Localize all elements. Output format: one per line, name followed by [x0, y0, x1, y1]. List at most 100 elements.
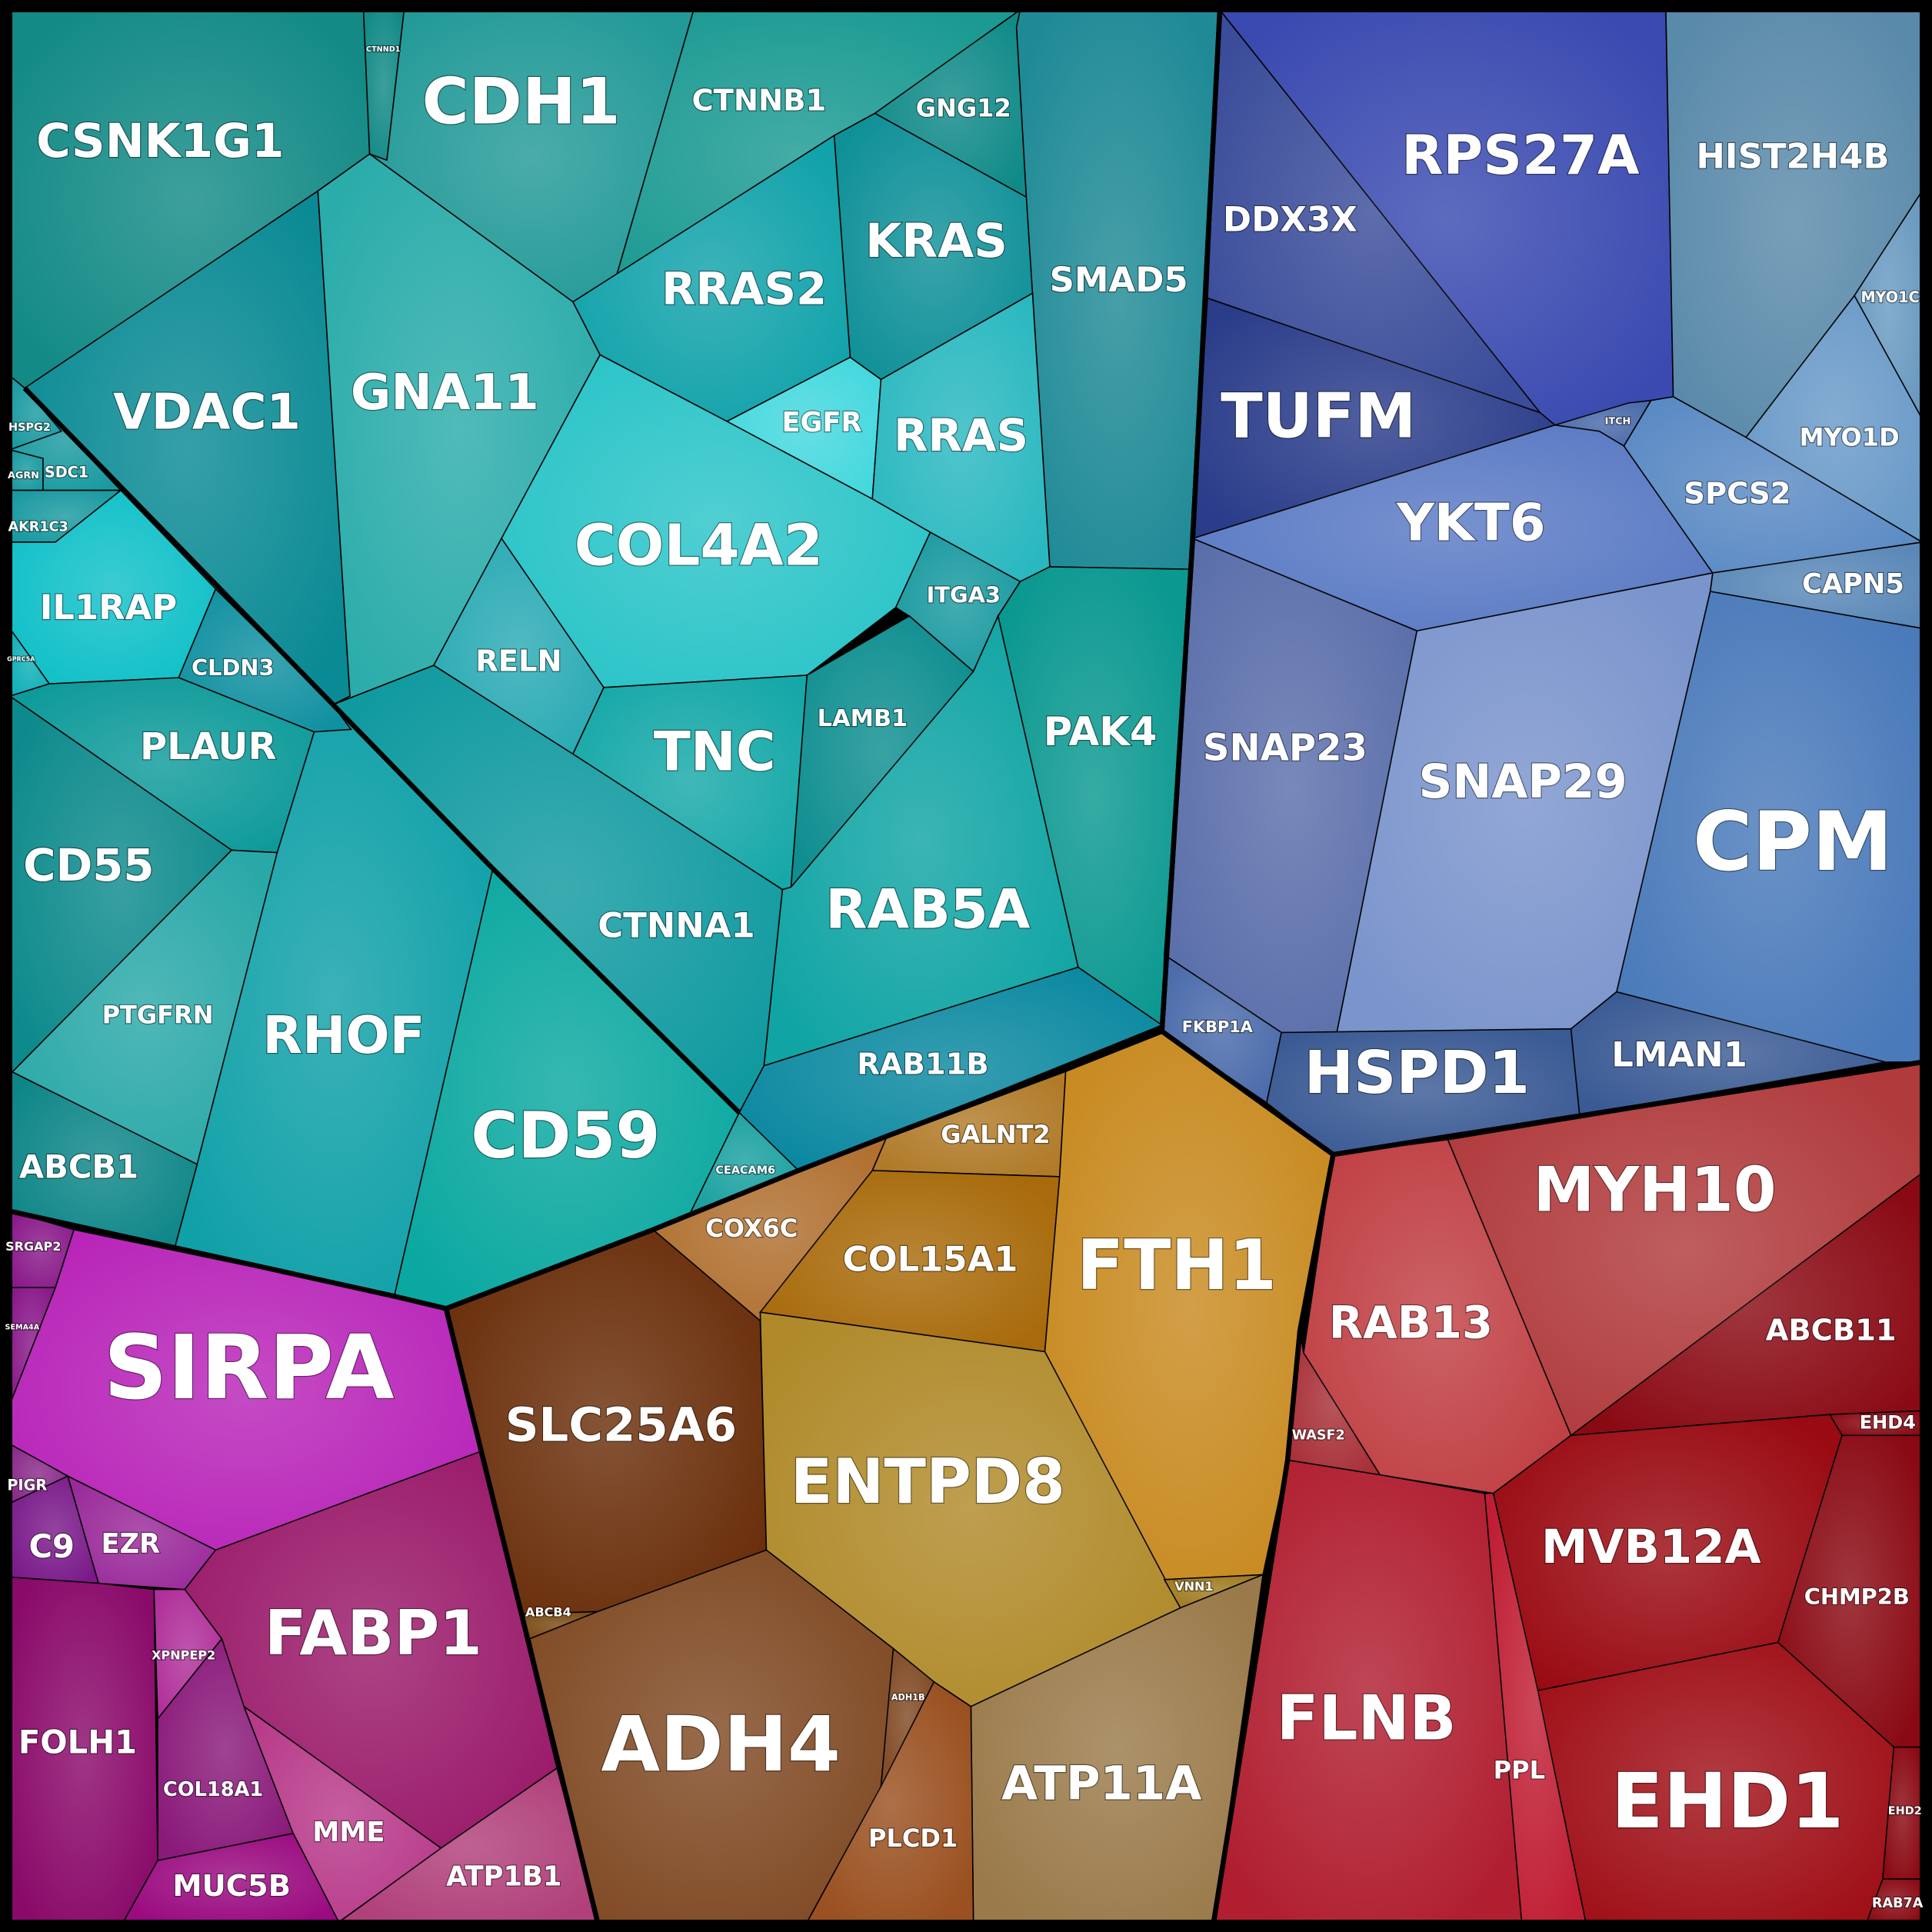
cell-shine: [1164, 1574, 1264, 1608]
cell-shine: [123, 1833, 339, 1923]
cell-shine: [9, 375, 62, 450]
cell-shine: [1882, 1747, 1923, 1880]
cell-label: CPM: [1693, 794, 1893, 889]
cell-label: PAK4: [1044, 709, 1158, 755]
cell-label: CSNK1G1: [36, 114, 284, 168]
cell-label: CD55: [23, 839, 154, 891]
cell-shine: [1537, 1642, 1894, 1923]
cell-shine: [807, 1681, 974, 1923]
cell-label: SRGAP2: [5, 1239, 61, 1254]
cell-label: RELN: [475, 644, 562, 678]
cell-shine: [834, 113, 1033, 380]
cell-label: PLAUR: [140, 725, 277, 768]
cell-shine: [1746, 295, 1923, 542]
cell-shine: [175, 705, 493, 1297]
cell-label: EZR: [101, 1528, 160, 1560]
cell-shine: [727, 357, 881, 499]
cell-label: RPS27A: [1401, 124, 1640, 187]
cell-shine: [872, 293, 1050, 582]
cell-shine: [1447, 1061, 1923, 1436]
cell-shine: [178, 588, 351, 732]
cell-label: DDX3X: [1223, 198, 1357, 239]
cell-shine: [433, 538, 604, 754]
cell-label: FKBP1A: [1182, 1018, 1253, 1036]
cell-label: RAB7A: [1872, 1896, 1924, 1911]
cell-shine: [739, 967, 1162, 1171]
cell-shine: [9, 1211, 75, 1288]
cell-label: MYO1C: [1860, 288, 1919, 306]
cell-label: LAMB1: [818, 705, 908, 732]
cell-shine: [572, 675, 808, 890]
subgroup-border: [22, 386, 495, 871]
cell-label: SPCS2: [1684, 477, 1790, 511]
cell-label: FABP1: [265, 1597, 482, 1669]
cell-label: CTNNB1: [691, 83, 826, 118]
cell-shine: [1192, 425, 1713, 631]
cell-label: ATP11A: [1001, 1757, 1201, 1811]
cell-label: GALNT2: [941, 1120, 1050, 1149]
cell-shine: [1303, 1139, 1571, 1494]
cell-label: COL18A1: [163, 1778, 263, 1801]
cell-shine: [1016, 9, 1221, 570]
cell-shine: [690, 1112, 799, 1214]
cell-label: VDAC1: [113, 384, 301, 441]
cell-shine: [881, 1648, 934, 1787]
cell-shine: [1208, 9, 1541, 413]
cell-shine: [25, 191, 350, 705]
cell-shine: [1624, 396, 1923, 573]
cell-label: PTGFRN: [102, 1001, 214, 1030]
cell-label: FOLH1: [18, 1723, 137, 1760]
cell-label: ADH4: [601, 1700, 841, 1789]
cell-label: EHD1: [1611, 1757, 1844, 1846]
cell-shine: [1665, 9, 1923, 438]
cell-label: WASF2: [1292, 1427, 1345, 1443]
cell-label: ITCH: [1605, 415, 1631, 427]
cell-shine: [9, 388, 121, 491]
cell-shine: [9, 678, 315, 853]
cell-shine: [154, 1589, 222, 1719]
cell-shine: [1777, 1435, 1923, 1747]
cell-label: FTH1: [1077, 1226, 1277, 1306]
cell-shine: [1710, 541, 1923, 629]
cell-shine: [332, 665, 783, 1113]
cell-label: PPL: [1494, 1756, 1545, 1785]
cell-shine: [1337, 572, 1713, 1033]
cell-shine: [895, 532, 1021, 672]
cell-label: C9: [29, 1527, 75, 1565]
cell-label: MME: [312, 1817, 385, 1848]
cell-label: CAPN5: [1802, 568, 1904, 600]
cell-shine: [572, 135, 851, 421]
cell-shine: [369, 9, 694, 302]
cell-label: HIST2H4B: [1696, 136, 1889, 177]
cell-shine: [1192, 298, 1555, 539]
cell-shine: [971, 1574, 1264, 1923]
cell-shine: [653, 1136, 888, 1321]
cell-shine: [1830, 1411, 1923, 1436]
cell-shine: [1164, 538, 1417, 1033]
cell-label: EHD2: [1888, 1805, 1922, 1817]
cell-shine: [9, 696, 232, 1072]
cell-label: PLCD1: [868, 1824, 958, 1853]
cell-label: ITGA3: [927, 581, 1001, 608]
cell-label: CTNND1: [366, 45, 401, 54]
cell-label: AKR1C3: [8, 520, 68, 535]
cell-label: TNC: [654, 721, 776, 784]
cell-label: CLDN3: [192, 655, 275, 681]
cell-label: CD59: [471, 1098, 660, 1173]
cell-label: XPNPEP2: [152, 1648, 215, 1663]
cell-shine: [244, 1706, 441, 1923]
cell-label: ABCB4: [525, 1605, 571, 1620]
cell-label: TUFM: [1221, 380, 1416, 451]
cell-shine: [529, 1550, 894, 1923]
cell-label: SNAP23: [1203, 727, 1367, 770]
cell-shine: [445, 1229, 767, 1614]
cell-label: CHMP2B: [1804, 1584, 1910, 1610]
cell-label: ABCB11: [1766, 1313, 1897, 1347]
cell-shine: [9, 628, 50, 697]
cell-label: RAB5A: [825, 878, 1031, 941]
cell-shine: [874, 9, 1027, 198]
cells: [8, 8, 1924, 1924]
cell-label: GNA11: [351, 365, 539, 421]
